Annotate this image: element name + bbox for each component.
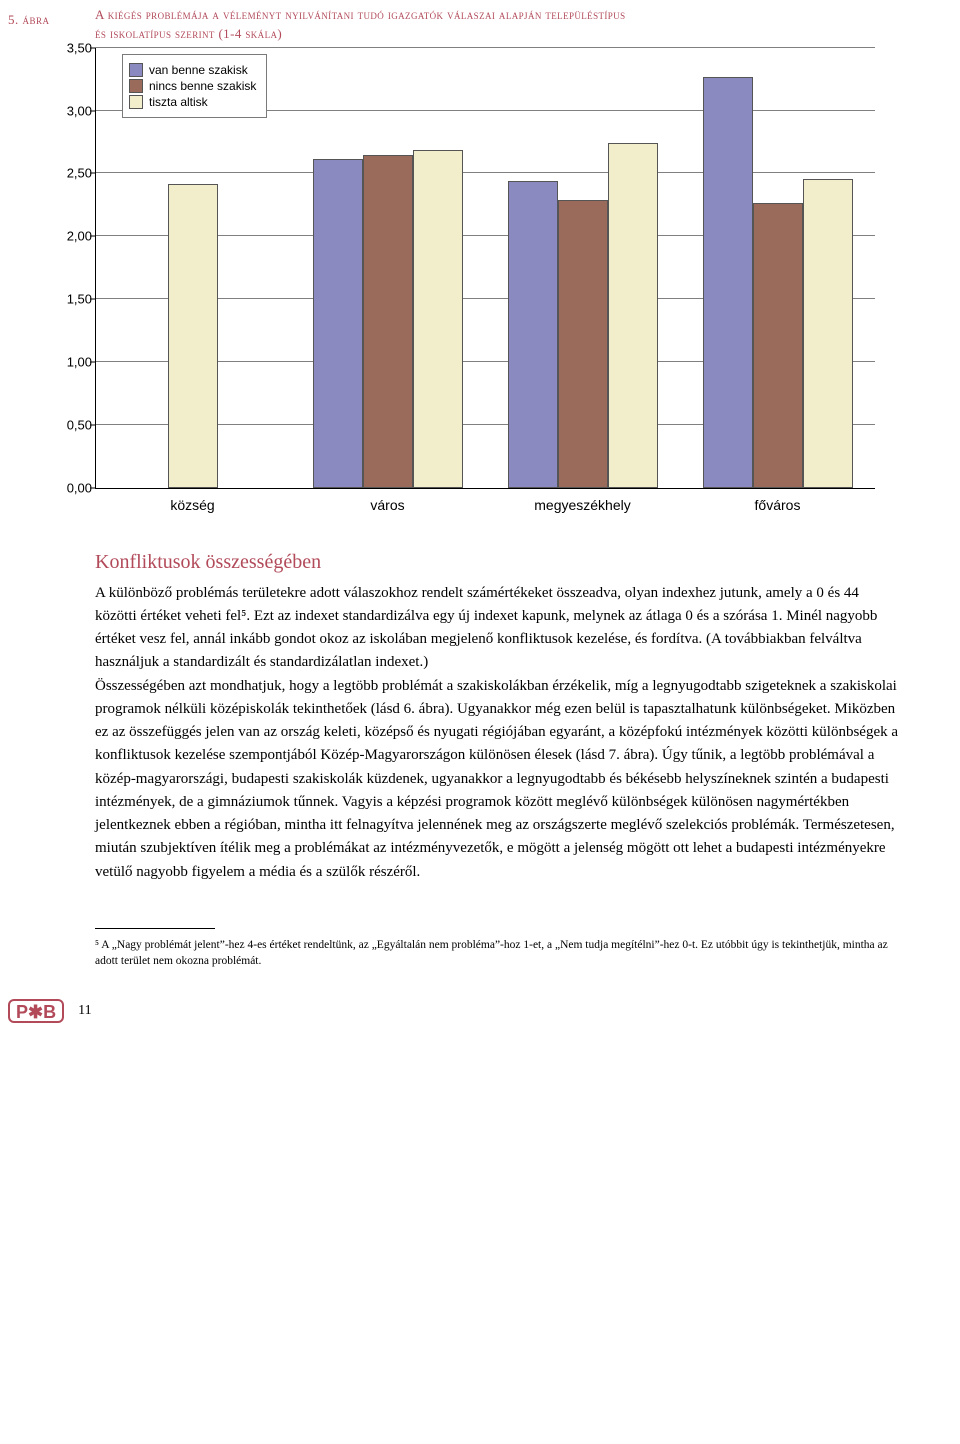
- y-tick-label: 1,00: [48, 354, 92, 369]
- figure-label: 5. ábra: [8, 12, 50, 28]
- footer-logo: P✱B: [8, 999, 64, 1023]
- y-tick-label: 0,00: [48, 480, 92, 495]
- bar-group: [291, 48, 486, 488]
- legend-item: nincs benne szakisk: [129, 79, 256, 93]
- bar: [753, 203, 803, 488]
- legend-item: van benne szakisk: [129, 63, 256, 77]
- caption-line-1: A kiégés problémája a véleményt nyilvání…: [95, 7, 626, 22]
- legend-label: tiszta altisk: [149, 95, 208, 109]
- legend-swatch: [129, 63, 143, 77]
- body-paragraph: A különböző problémás területekre adott …: [95, 582, 900, 884]
- legend-label: nincs benne szakisk: [149, 79, 256, 93]
- x-axis-label: város: [290, 489, 485, 513]
- x-axis-label: főváros: [680, 489, 875, 513]
- bar: [508, 181, 558, 487]
- y-tick-label: 3,50: [48, 40, 92, 55]
- bar: [703, 77, 753, 488]
- footnote-rule: [95, 928, 215, 929]
- page-number: 11: [78, 1003, 91, 1019]
- legend-item: tiszta altisk: [129, 95, 256, 109]
- y-tick-label: 3,00: [48, 103, 92, 118]
- bar: [313, 159, 363, 488]
- y-tick-label: 0,50: [48, 417, 92, 432]
- chart-legend: van benne szakisk nincs benne szakisk tisz…: [122, 54, 267, 118]
- x-axis-label: község: [95, 489, 290, 513]
- legend-swatch: [129, 95, 143, 109]
- figure-caption: A kiégés problémája a véleményt nyilvání…: [95, 6, 900, 44]
- bar-group: [680, 48, 875, 488]
- footnote: ⁵ A „Nagy problémát jelent”-hez 4-es ért…: [95, 937, 900, 969]
- bar-group: [486, 48, 681, 488]
- caption-line-2: és iskolatípus szerint (1-4 skála): [95, 26, 282, 41]
- x-axis-label: megyeszékhely: [485, 489, 680, 513]
- bar: [558, 200, 608, 487]
- y-tick-label: 1,50: [48, 292, 92, 307]
- y-tick-label: 2,00: [48, 229, 92, 244]
- y-tick-label: 2,50: [48, 166, 92, 181]
- bar: [803, 179, 853, 488]
- body-text: A különböző problémás területekre adott …: [95, 582, 900, 884]
- section-title: Konfliktusok összességében: [95, 551, 900, 574]
- legend-label: van benne szakisk: [149, 63, 248, 77]
- bar: [168, 184, 218, 488]
- bar-chart: 0,000,501,001,502,002,503,003,50van benn…: [95, 48, 875, 513]
- bar: [608, 143, 658, 488]
- legend-swatch: [129, 79, 143, 93]
- bar: [413, 150, 463, 488]
- bar: [363, 155, 413, 488]
